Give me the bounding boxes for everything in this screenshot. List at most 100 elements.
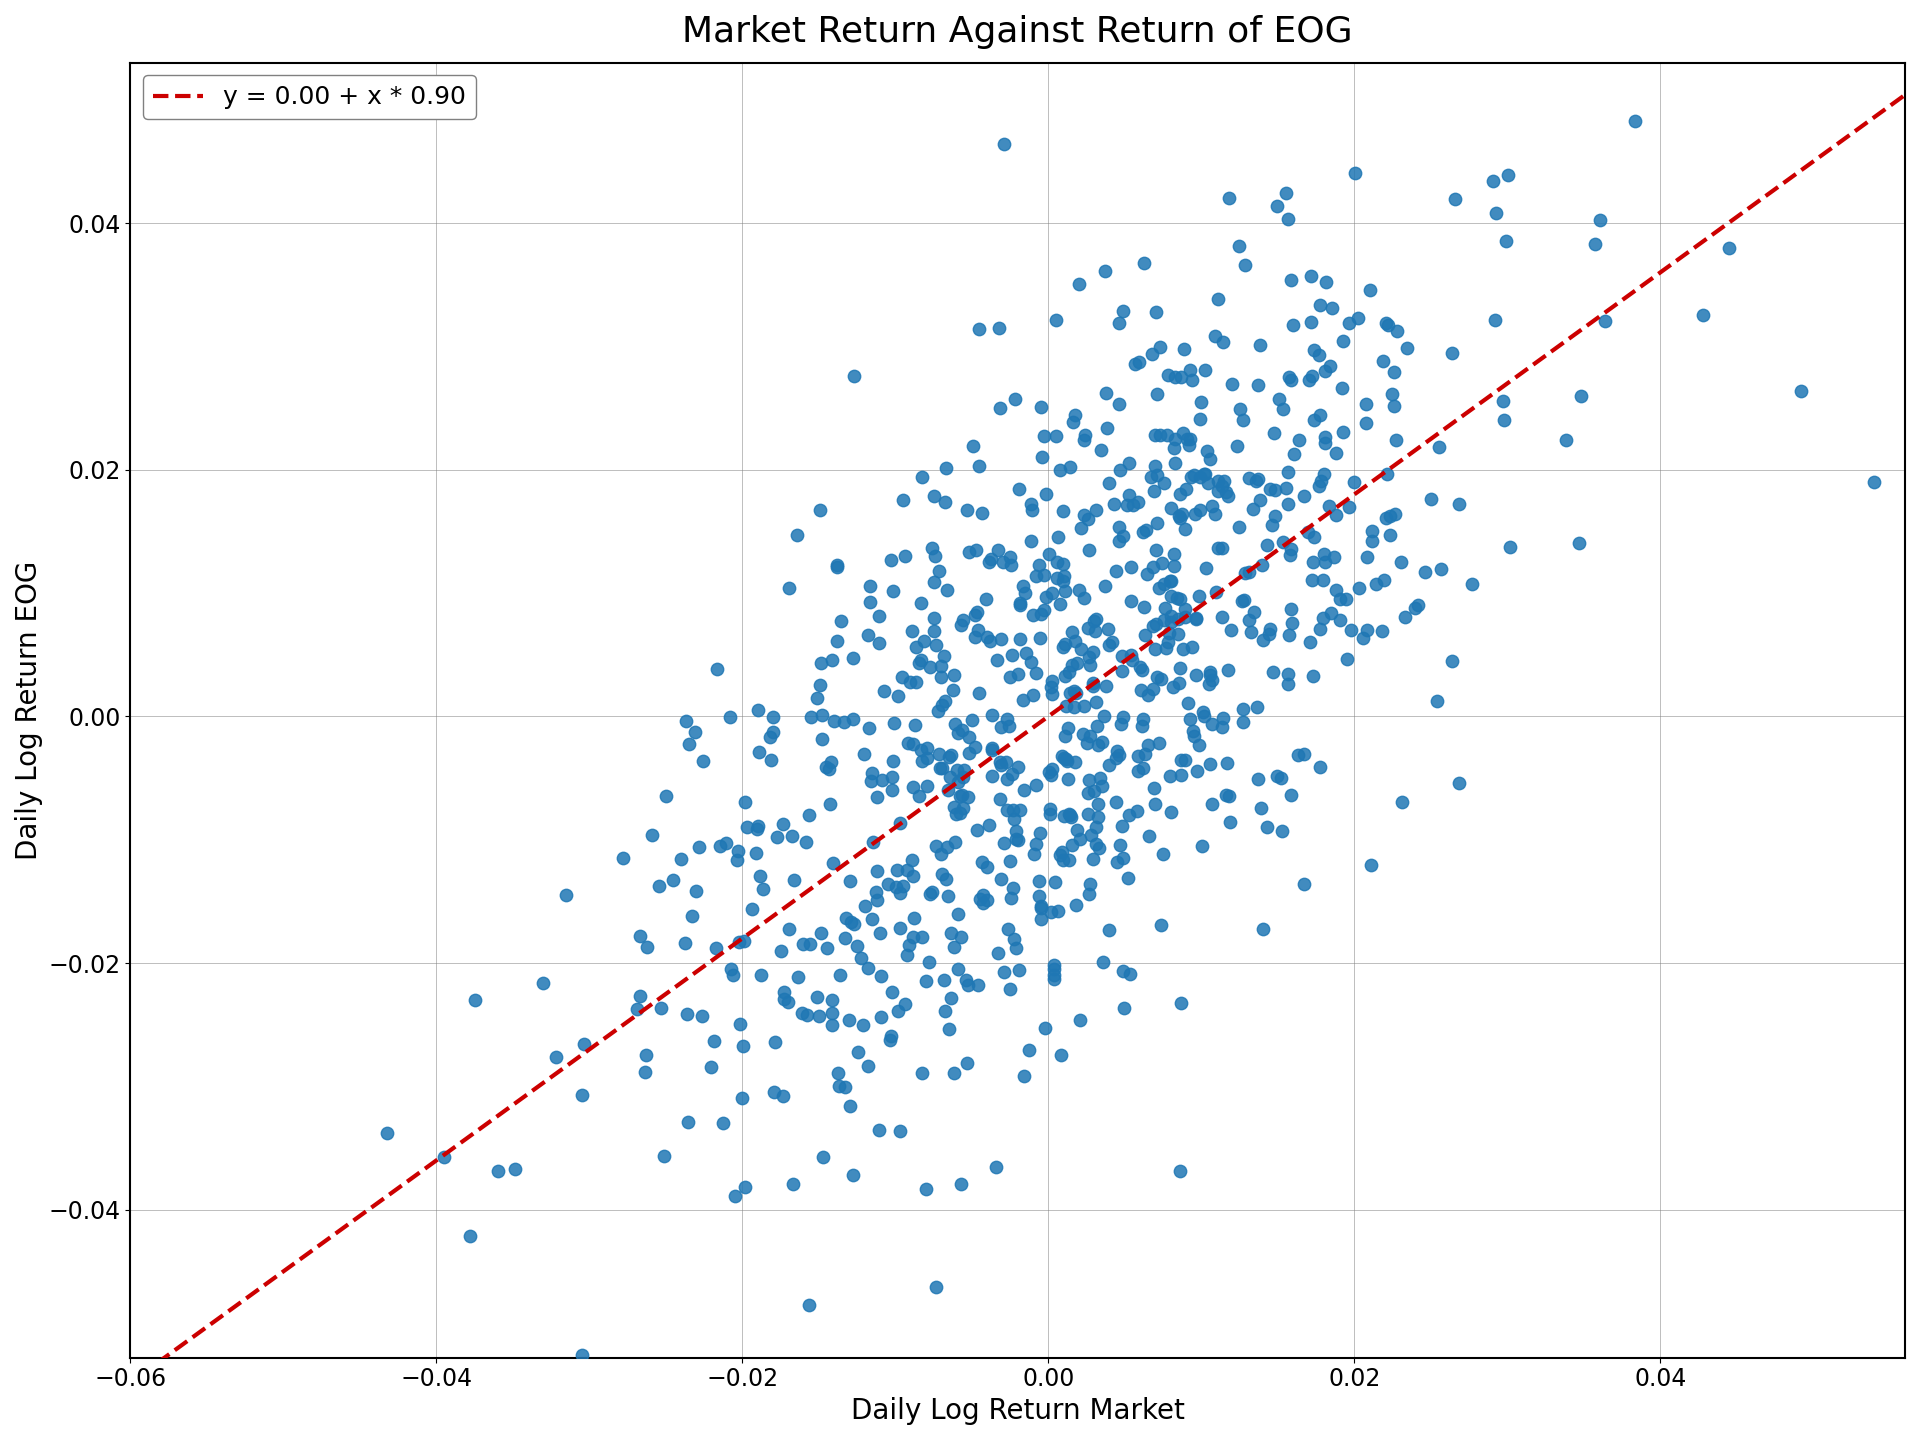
Point [1137, 465, 1167, 488]
Point [920, 619, 950, 642]
Point [968, 891, 998, 914]
Point [1192, 439, 1223, 462]
Point [818, 851, 849, 874]
Point [1369, 567, 1400, 590]
Point [1306, 294, 1336, 317]
Point [1296, 265, 1327, 288]
Point [933, 886, 964, 909]
Point [839, 913, 870, 936]
Point [768, 1084, 799, 1107]
Point [1008, 778, 1039, 801]
Point [1190, 556, 1221, 579]
Point [1108, 300, 1139, 323]
Point [1348, 626, 1379, 649]
Point [1169, 606, 1200, 629]
Point [651, 785, 682, 808]
Point [674, 732, 705, 755]
Point [920, 544, 950, 567]
Point [1114, 484, 1144, 507]
Point [972, 625, 1002, 648]
Point [1277, 537, 1308, 560]
Point [1077, 848, 1108, 871]
Point [918, 484, 948, 507]
Point [1156, 569, 1187, 592]
Point [887, 874, 918, 897]
Point [829, 710, 860, 733]
Point [1175, 467, 1206, 490]
Point [1021, 564, 1052, 588]
Point [1068, 504, 1098, 527]
Point [1020, 832, 1050, 855]
Point [695, 1056, 726, 1079]
Point [995, 546, 1025, 569]
Point [866, 769, 897, 792]
Point [1050, 694, 1081, 717]
Point [1275, 369, 1306, 392]
Point [730, 1175, 760, 1198]
Point [1010, 642, 1041, 665]
Point [1025, 907, 1056, 930]
Point [1196, 668, 1227, 691]
Point [900, 671, 931, 694]
Point [822, 556, 852, 579]
Point [1073, 769, 1104, 792]
Point [1044, 844, 1075, 867]
Point [1139, 480, 1169, 503]
Point [985, 788, 1016, 811]
Point [1156, 801, 1187, 824]
Point [1584, 209, 1615, 232]
Point [1139, 423, 1169, 446]
Point [1048, 805, 1079, 828]
Point [1275, 544, 1306, 567]
Point [899, 713, 929, 736]
Point [1129, 596, 1160, 619]
Point [1288, 743, 1319, 766]
Point [927, 694, 958, 717]
Point [1165, 657, 1196, 680]
Point [768, 812, 799, 835]
Point [866, 1007, 897, 1030]
Point [924, 743, 954, 766]
Point [983, 942, 1014, 965]
Point [945, 926, 975, 949]
Point [814, 792, 845, 815]
Point [1206, 474, 1236, 497]
Point [1092, 919, 1123, 942]
Point [1148, 471, 1179, 494]
Point [854, 769, 885, 792]
Point [1309, 360, 1340, 383]
Point [1188, 701, 1219, 724]
Point [551, 884, 582, 907]
Point [1158, 436, 1188, 459]
Point [985, 867, 1016, 890]
Point [801, 985, 831, 1008]
Point [895, 670, 925, 693]
Point [804, 674, 835, 697]
Point [720, 1185, 751, 1208]
Point [722, 840, 753, 863]
Point [1371, 311, 1402, 334]
Point [993, 714, 1023, 737]
Point [1356, 278, 1386, 301]
Point [645, 996, 676, 1020]
Point [929, 690, 960, 713]
Point [1244, 334, 1275, 357]
Point [684, 835, 714, 858]
Point [893, 858, 924, 881]
Point [1089, 704, 1119, 727]
Point [1116, 589, 1146, 612]
Point [1296, 364, 1327, 387]
Point [1169, 749, 1200, 772]
Point [1106, 713, 1137, 736]
Point [1087, 439, 1117, 462]
Point [996, 877, 1027, 900]
Point [935, 744, 966, 768]
Point [972, 855, 1002, 878]
Point [755, 726, 785, 749]
Point [1044, 458, 1075, 481]
Point [1332, 311, 1363, 334]
Point [1244, 488, 1275, 511]
Point [1083, 837, 1114, 860]
Point [787, 1001, 818, 1024]
Point [991, 799, 1021, 822]
